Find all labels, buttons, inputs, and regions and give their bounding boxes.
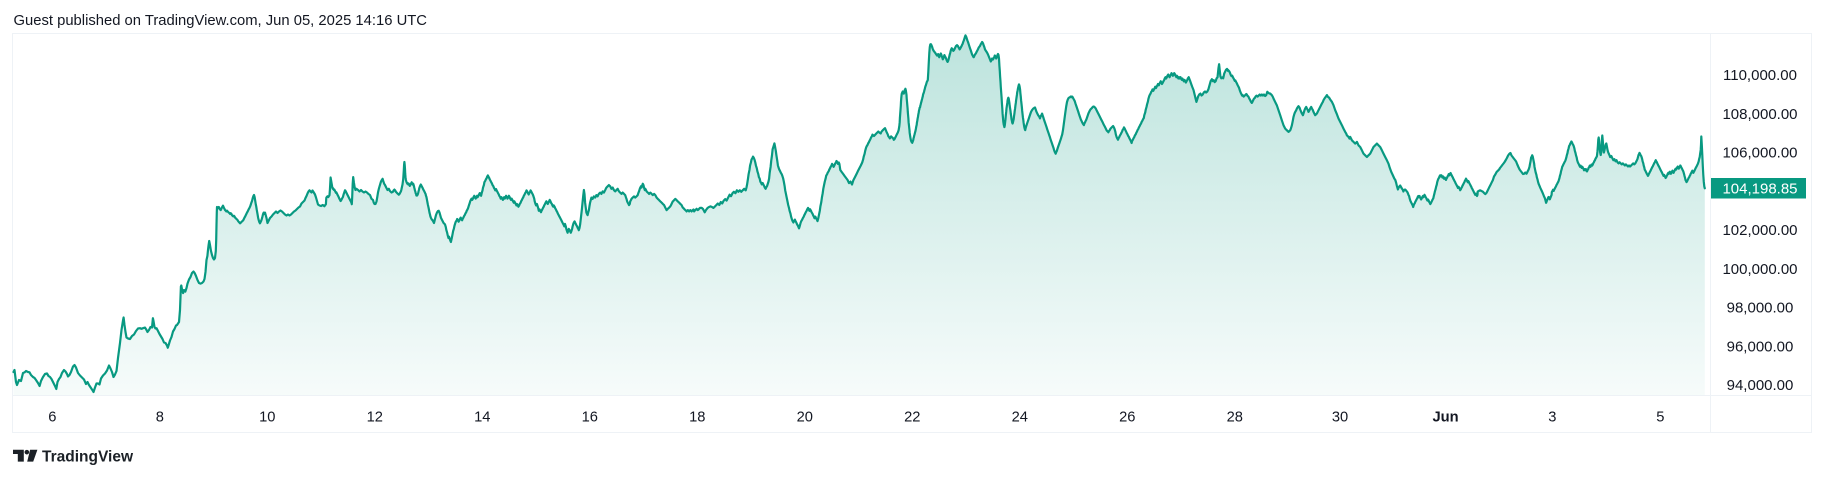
svg-text:6: 6 — [48, 410, 56, 426]
svg-text:10: 10 — [259, 410, 275, 426]
svg-text:16: 16 — [582, 410, 598, 426]
svg-text:100,000.00: 100,000.00 — [1722, 261, 1797, 278]
svg-text:26: 26 — [1119, 410, 1135, 426]
svg-text:30: 30 — [1332, 410, 1348, 426]
svg-text:22: 22 — [904, 410, 920, 426]
svg-text:5: 5 — [1656, 410, 1664, 426]
svg-text:3: 3 — [1548, 410, 1556, 426]
svg-text:106,000.00: 106,000.00 — [1722, 145, 1797, 162]
svg-text:12: 12 — [367, 410, 383, 426]
svg-text:14: 14 — [474, 410, 490, 426]
svg-text:108,000.00: 108,000.00 — [1722, 106, 1797, 123]
svg-text:24: 24 — [1012, 410, 1028, 426]
svg-text:104,198.85: 104,198.85 — [1722, 181, 1797, 198]
svg-text:102,000.00: 102,000.00 — [1722, 222, 1797, 239]
svg-text:20: 20 — [797, 410, 813, 426]
svg-text:Jun: Jun — [1432, 410, 1458, 426]
svg-text:96,000.00: 96,000.00 — [1727, 338, 1794, 355]
svg-text:8: 8 — [156, 410, 164, 426]
svg-text:94,000.00: 94,000.00 — [1727, 377, 1794, 394]
svg-text:28: 28 — [1227, 410, 1243, 426]
svg-text:18: 18 — [689, 410, 705, 426]
svg-text:110,000.00: 110,000.00 — [1723, 67, 1797, 84]
svg-text:98,000.00: 98,000.00 — [1727, 300, 1794, 317]
svg-text:TradingView: TradingView — [42, 449, 134, 466]
svg-text:Guest published on TradingView: Guest published on TradingView.com, Jun … — [14, 13, 428, 29]
